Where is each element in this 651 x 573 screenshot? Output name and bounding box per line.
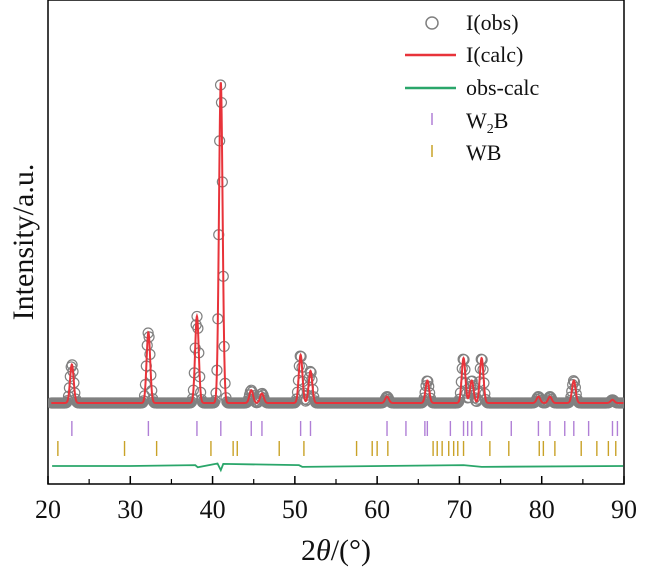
y-axis-title: Intensity/a.u. xyxy=(7,164,40,321)
x-axis-title-theta: θ xyxy=(316,534,331,567)
wb-reflection-ticks xyxy=(57,441,617,456)
x-axis-title: 2θ/(°) xyxy=(301,534,371,567)
x-tick-label: 20 xyxy=(35,495,61,524)
legend-obs-label: I(obs) xyxy=(466,10,519,35)
x-tick-label: 90 xyxy=(611,495,637,524)
legend-obs-marker xyxy=(425,16,439,30)
legend-w2b-label-main: W xyxy=(466,108,487,133)
legend-w2b-label-sub: 2 xyxy=(487,122,494,137)
difference-curve-layer xyxy=(52,462,624,473)
legend-item-w2b: W2B xyxy=(431,108,508,137)
observed-points-layer xyxy=(48,79,624,409)
legend-calc-label: I(calc) xyxy=(466,42,523,67)
w2b-reflection-ticks xyxy=(71,421,619,436)
x-axis-title-suffix: /(°) xyxy=(331,534,371,567)
observed-point xyxy=(567,375,580,387)
legend-w2b-label: W2B xyxy=(466,108,508,137)
x-tick-label: 60 xyxy=(364,495,390,524)
x-tick-label: 40 xyxy=(200,495,226,524)
difference-curve xyxy=(52,462,624,473)
legend-item-obs: I(obs) xyxy=(425,10,519,35)
legend-item-calc: I(calc) xyxy=(405,42,523,67)
legend-item-wb: WB xyxy=(431,140,501,165)
calculated-curve-layer xyxy=(51,82,624,404)
calculated-curve xyxy=(51,82,624,404)
x-tick-label: 50 xyxy=(282,495,308,524)
plot-frame xyxy=(47,0,625,485)
legend-w2b-label-tail: B xyxy=(494,108,509,133)
legend-diff-label: obs-calc xyxy=(466,75,540,100)
x-tick-label: 30 xyxy=(117,495,143,524)
x-axis: 20 30 40 50 60 70 80 90 xyxy=(35,476,637,524)
legend-wb-label: WB xyxy=(466,140,501,165)
x-tick-label: 70 xyxy=(446,495,472,524)
x-tick-label: 80 xyxy=(529,495,555,524)
x-axis-title-prefix: 2 xyxy=(301,534,316,567)
legend: I(obs) I(calc) obs-calc W2B WB xyxy=(405,10,540,165)
legend-item-diff: obs-calc xyxy=(405,75,540,100)
